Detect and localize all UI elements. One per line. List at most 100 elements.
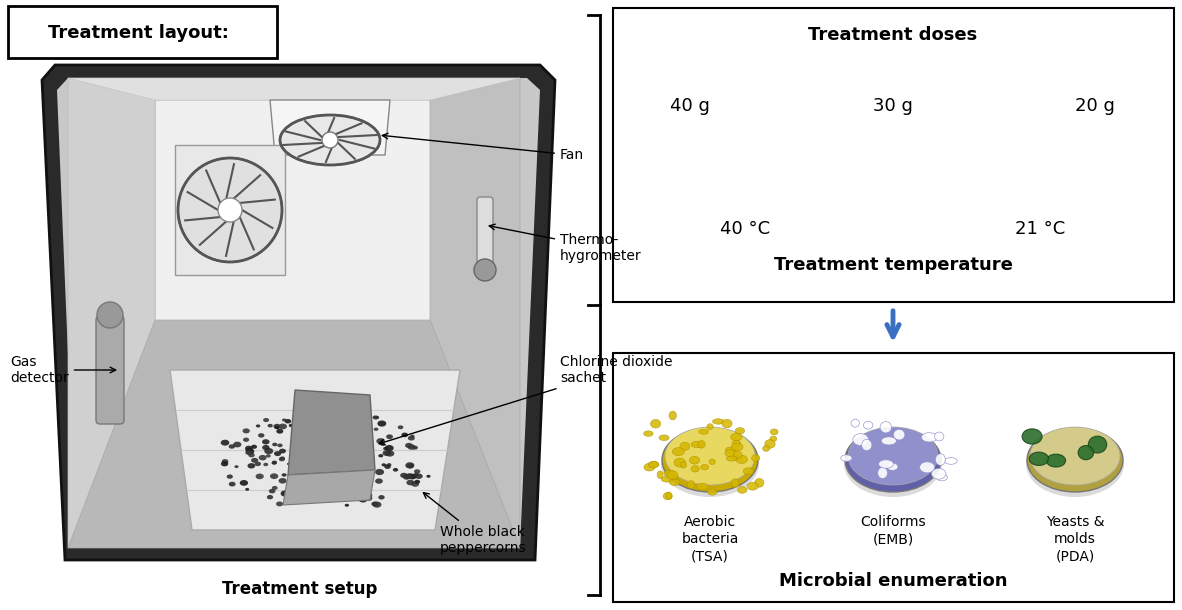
- Ellipse shape: [351, 461, 356, 464]
- Ellipse shape: [346, 468, 352, 472]
- Ellipse shape: [299, 454, 305, 458]
- Ellipse shape: [240, 480, 248, 486]
- Ellipse shape: [258, 433, 265, 437]
- Ellipse shape: [881, 422, 891, 433]
- Ellipse shape: [300, 498, 307, 502]
- Ellipse shape: [363, 492, 372, 498]
- Ellipse shape: [251, 458, 258, 463]
- Ellipse shape: [278, 443, 282, 447]
- Ellipse shape: [736, 455, 747, 464]
- Ellipse shape: [335, 459, 343, 465]
- Ellipse shape: [376, 438, 385, 444]
- Ellipse shape: [944, 458, 957, 464]
- Ellipse shape: [414, 473, 418, 476]
- Ellipse shape: [268, 489, 275, 493]
- Polygon shape: [155, 100, 430, 320]
- Ellipse shape: [325, 457, 331, 461]
- Ellipse shape: [687, 481, 695, 489]
- Ellipse shape: [735, 428, 745, 434]
- Ellipse shape: [752, 454, 760, 461]
- Ellipse shape: [851, 419, 859, 427]
- Ellipse shape: [353, 434, 358, 437]
- Ellipse shape: [372, 501, 382, 508]
- Ellipse shape: [375, 478, 383, 484]
- Ellipse shape: [280, 490, 290, 497]
- Ellipse shape: [1022, 429, 1043, 444]
- Ellipse shape: [357, 441, 366, 447]
- Ellipse shape: [221, 461, 228, 467]
- Ellipse shape: [665, 427, 755, 485]
- Ellipse shape: [413, 446, 418, 450]
- Ellipse shape: [286, 494, 291, 498]
- Ellipse shape: [725, 450, 735, 456]
- Ellipse shape: [255, 473, 264, 479]
- Ellipse shape: [322, 444, 326, 447]
- Ellipse shape: [255, 425, 260, 428]
- Ellipse shape: [344, 497, 351, 501]
- Ellipse shape: [310, 495, 314, 498]
- Ellipse shape: [397, 425, 403, 429]
- Ellipse shape: [272, 486, 278, 490]
- Ellipse shape: [853, 434, 869, 445]
- FancyBboxPatch shape: [96, 316, 124, 424]
- Ellipse shape: [663, 492, 673, 500]
- Ellipse shape: [272, 461, 277, 465]
- Ellipse shape: [329, 486, 337, 491]
- Ellipse shape: [234, 465, 239, 468]
- Ellipse shape: [272, 461, 277, 464]
- Ellipse shape: [661, 431, 759, 497]
- Ellipse shape: [920, 462, 935, 473]
- Polygon shape: [69, 78, 520, 100]
- Ellipse shape: [358, 440, 363, 444]
- Ellipse shape: [350, 456, 356, 461]
- Ellipse shape: [306, 477, 311, 480]
- Ellipse shape: [707, 424, 713, 429]
- Ellipse shape: [644, 464, 655, 471]
- Text: 30 g: 30 g: [873, 97, 913, 115]
- Ellipse shape: [1026, 431, 1124, 497]
- Ellipse shape: [699, 429, 708, 434]
- Ellipse shape: [318, 490, 324, 495]
- Ellipse shape: [722, 419, 732, 428]
- Ellipse shape: [361, 476, 364, 479]
- Ellipse shape: [301, 449, 307, 453]
- Ellipse shape: [771, 429, 778, 435]
- Ellipse shape: [371, 501, 378, 506]
- Ellipse shape: [342, 442, 351, 448]
- Ellipse shape: [329, 443, 336, 448]
- Ellipse shape: [358, 472, 362, 475]
- Ellipse shape: [701, 464, 709, 470]
- Ellipse shape: [309, 423, 317, 428]
- Ellipse shape: [246, 448, 254, 454]
- Text: Gas
detector: Gas detector: [9, 355, 116, 385]
- Ellipse shape: [411, 481, 420, 487]
- Ellipse shape: [407, 479, 415, 486]
- Ellipse shape: [285, 419, 291, 423]
- Ellipse shape: [375, 416, 379, 419]
- Ellipse shape: [732, 451, 742, 459]
- Ellipse shape: [427, 475, 430, 478]
- Ellipse shape: [730, 433, 742, 440]
- Ellipse shape: [1089, 436, 1106, 453]
- Ellipse shape: [303, 442, 309, 445]
- Ellipse shape: [296, 481, 301, 486]
- Ellipse shape: [691, 465, 700, 472]
- Polygon shape: [170, 370, 460, 530]
- FancyBboxPatch shape: [613, 8, 1174, 302]
- Ellipse shape: [309, 492, 316, 497]
- Text: Treatment doses: Treatment doses: [808, 26, 978, 44]
- Ellipse shape: [345, 492, 353, 497]
- Ellipse shape: [267, 424, 273, 428]
- Ellipse shape: [680, 462, 687, 468]
- Ellipse shape: [405, 473, 414, 479]
- Ellipse shape: [414, 469, 421, 473]
- Ellipse shape: [381, 442, 385, 446]
- Ellipse shape: [279, 478, 286, 484]
- Text: Chlorine dioxide
sachet: Chlorine dioxide sachet: [379, 355, 673, 445]
- Ellipse shape: [762, 445, 769, 451]
- Ellipse shape: [298, 428, 305, 432]
- Ellipse shape: [303, 467, 311, 473]
- FancyBboxPatch shape: [613, 353, 1174, 602]
- FancyBboxPatch shape: [8, 6, 277, 58]
- Ellipse shape: [336, 454, 342, 458]
